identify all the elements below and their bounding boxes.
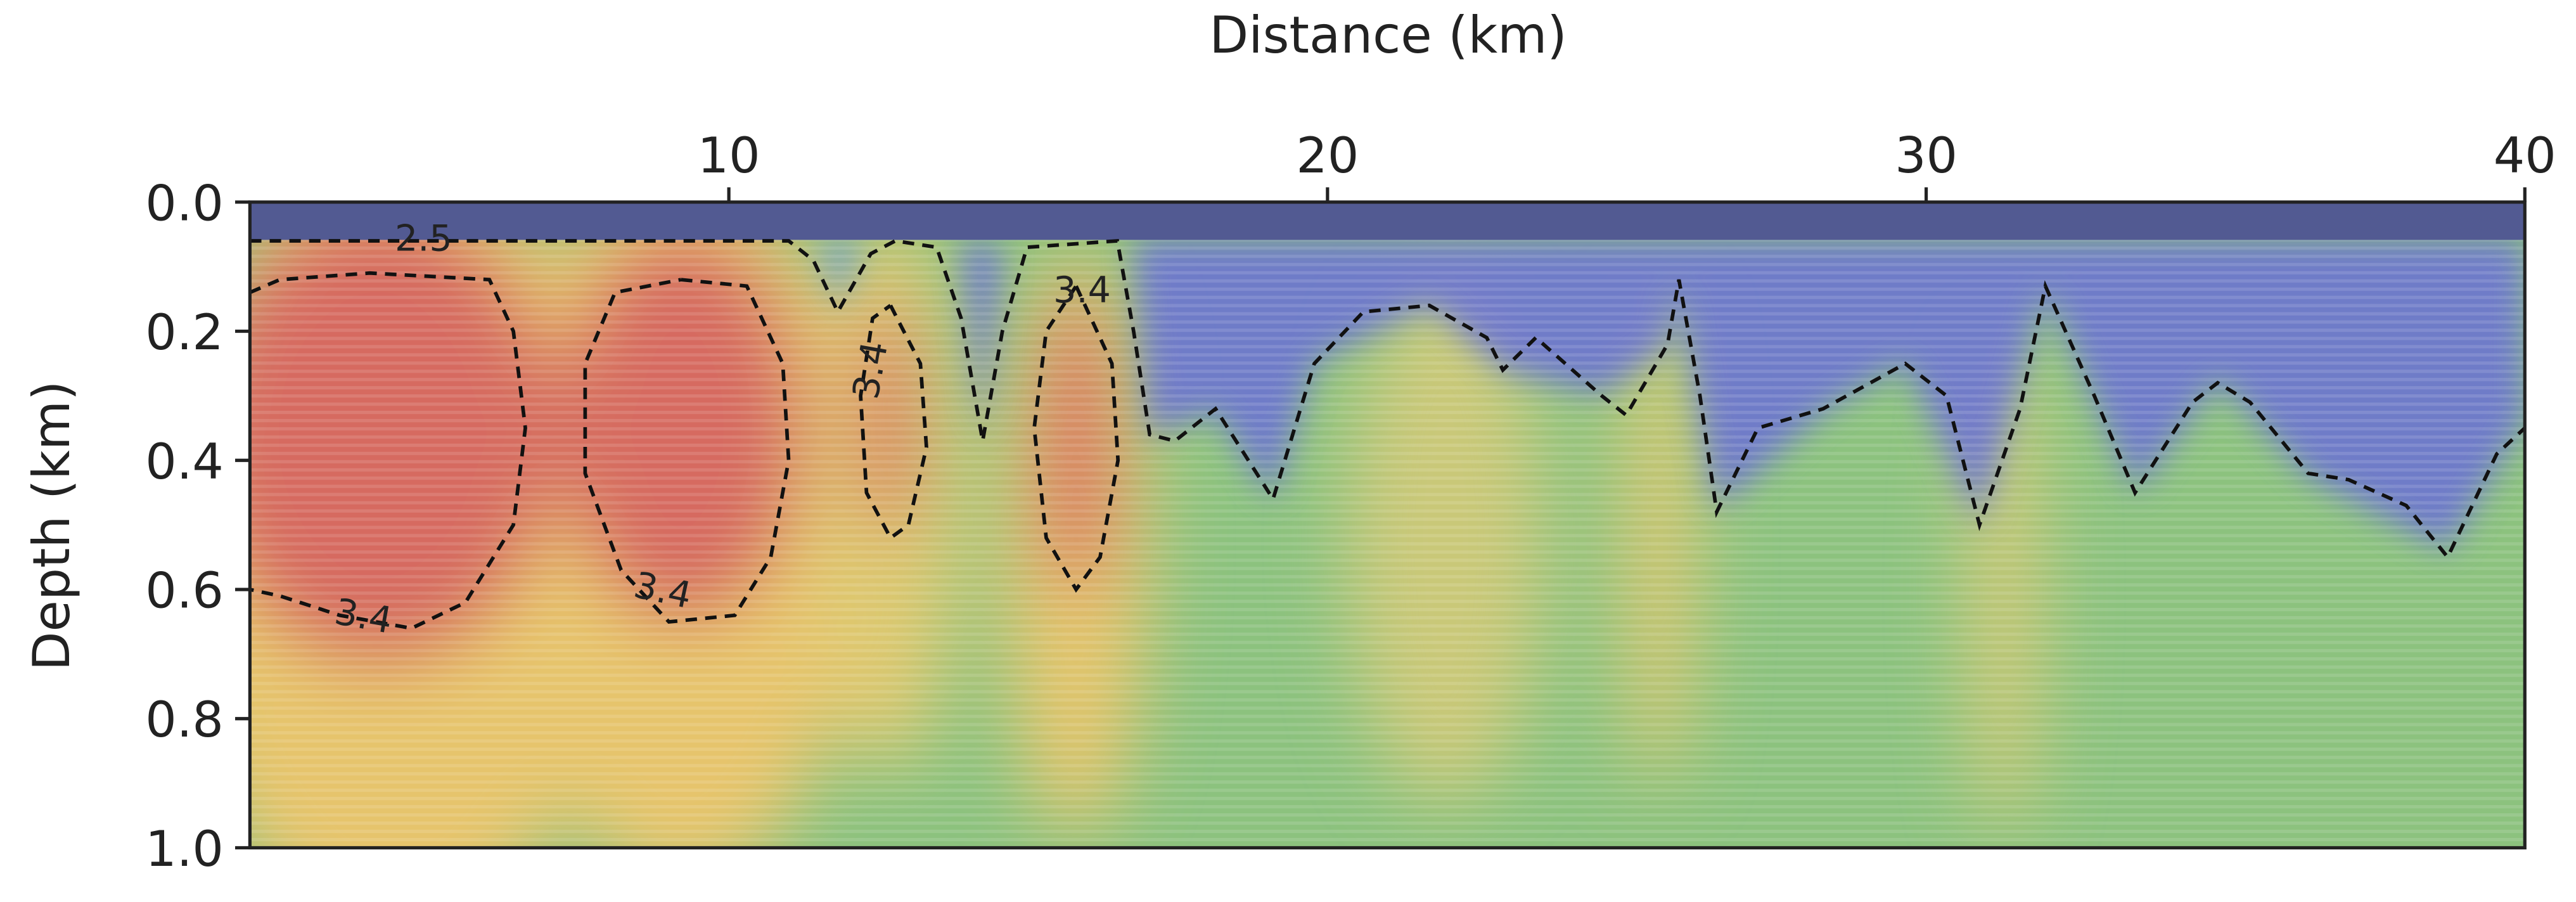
contour-line: [583, 278, 791, 624]
contour-label: 3.4: [845, 338, 896, 403]
y-tick-label: 0.8: [145, 692, 224, 749]
contour-line: [250, 238, 2527, 561]
contour-label: 2.5: [395, 218, 452, 260]
x-tick-label: 20: [1296, 127, 1359, 184]
contour-line: [249, 271, 527, 631]
y-tick-label: 0.0: [145, 175, 224, 232]
plot-frame: [248, 200, 2527, 850]
y-axis-label: Depth (km): [22, 381, 81, 671]
contour-line: [1032, 285, 1120, 593]
contour-label: 3.4: [1053, 269, 1111, 311]
y-tick-label: 0.4: [145, 434, 224, 491]
contour-label: 3.4: [331, 591, 395, 642]
y-tick-label: 0.6: [145, 563, 224, 620]
velocity-image: [250, 202, 2525, 848]
y-tick-label: 1.0: [145, 821, 224, 878]
y-tick-label: 0.2: [145, 304, 224, 361]
x-tick-label: 40: [2494, 127, 2556, 184]
x-axis-label: Distance (km): [1209, 5, 1567, 65]
contours: 2.53.4 3.43.43.4: [249, 218, 2527, 642]
x-tick-label: 10: [698, 127, 760, 184]
x-tick-label: 30: [1895, 127, 1958, 184]
